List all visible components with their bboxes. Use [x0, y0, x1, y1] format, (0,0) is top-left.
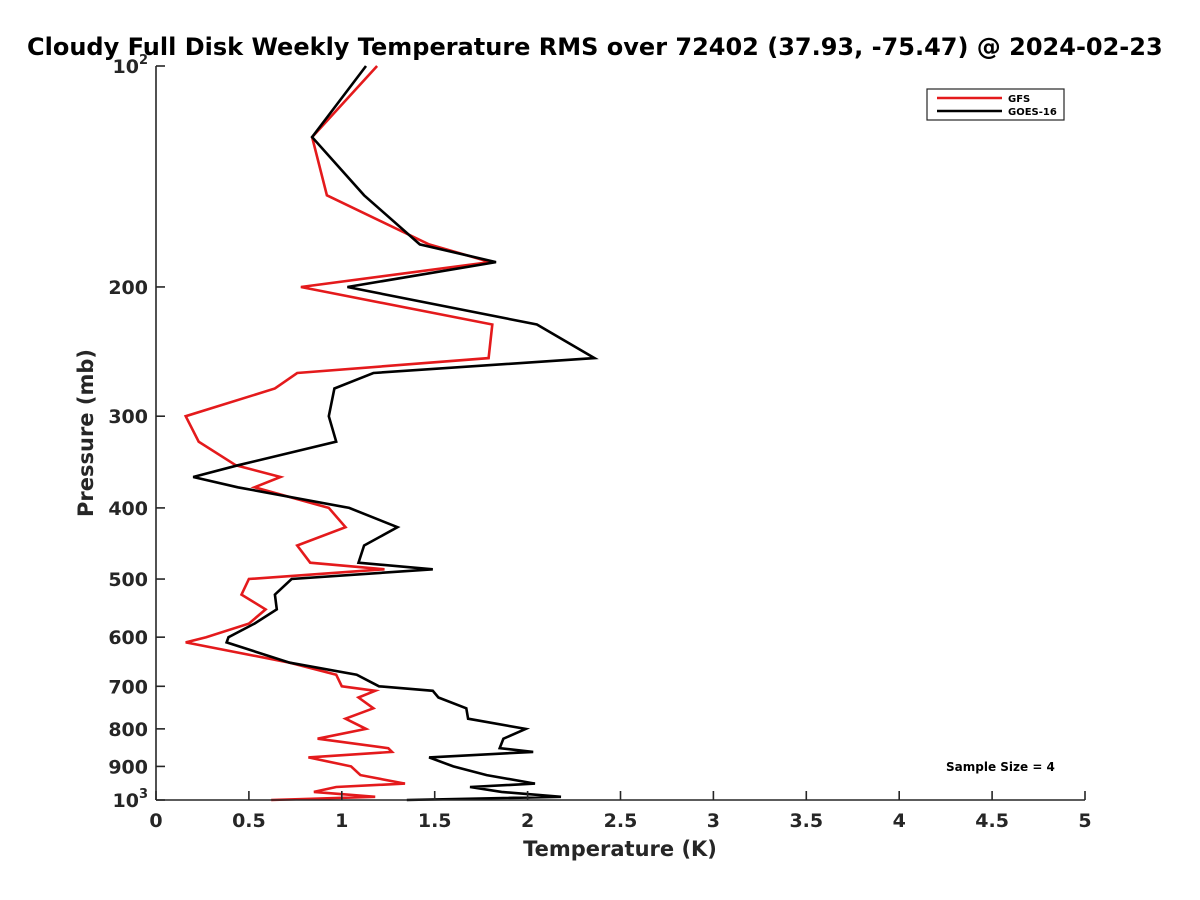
x-tick-label: 2.5 — [604, 810, 638, 832]
y-tick-label: 600 — [108, 627, 148, 649]
y-tick-label: 300 — [108, 406, 148, 428]
y-tick-label: 900 — [108, 756, 148, 778]
x-tick-label: 1 — [335, 810, 348, 832]
y-tick-label: 700 — [108, 676, 148, 698]
axes — [155, 66, 1085, 801]
sample-size-annotation: Sample Size = 4 — [946, 760, 1055, 774]
chart-title: Cloudy Full Disk Weekly Temperature RMS … — [27, 33, 1163, 61]
y-tick-label: 500 — [108, 569, 148, 591]
x-tick-label: 3 — [707, 810, 720, 832]
series-line-gfs — [183, 65, 494, 802]
y-axis-label: Pressure (mb) — [74, 349, 98, 517]
y-tick-label: 103 — [113, 787, 149, 812]
x-tick-label: 4 — [893, 810, 906, 832]
x-tick-label: 1.5 — [418, 810, 452, 832]
y-ticks: 102 200 300 400 500 600 700 800 900 103 — [108, 53, 165, 812]
x-axis-label: Temperature (K) — [523, 837, 717, 861]
y-tick-label: 400 — [108, 498, 148, 520]
legend: GFS GOES-16 — [926, 88, 1065, 121]
legend-label-gfs: GFS — [1008, 94, 1030, 105]
x-tick-label: 4.5 — [975, 810, 1009, 832]
x-tick-label: 3.5 — [789, 810, 823, 832]
series-line-goes-16 — [192, 65, 599, 802]
legend-label-goes-16: GOES-16 — [1008, 107, 1057, 118]
x-ticks: 0 0.5 1 1.5 2 2.5 3 3.5 4 4.5 5 — [149, 791, 1092, 832]
legend-box — [926, 88, 1065, 121]
y-tick-label: 102 — [113, 53, 149, 78]
x-tick-label: 0 — [149, 810, 162, 832]
x-tick-label: 0.5 — [232, 810, 266, 832]
y-tick-label: 800 — [108, 719, 148, 741]
x-tick-label: 5 — [1078, 810, 1091, 832]
x-tick-label: 2 — [521, 810, 534, 832]
series-layer — [183, 65, 599, 802]
y-tick-label: 200 — [108, 277, 148, 299]
